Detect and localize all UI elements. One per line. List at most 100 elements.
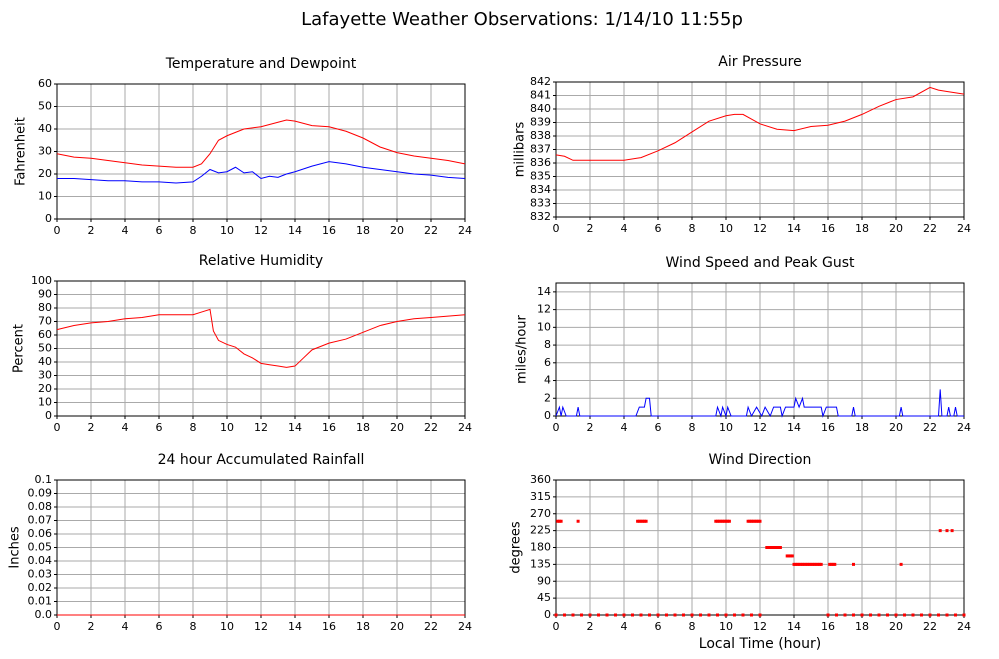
- data-point: [789, 554, 793, 558]
- x-tick-label: 18: [855, 222, 869, 235]
- data-point: [775, 546, 779, 549]
- y-tick-label: 12: [537, 303, 551, 316]
- data-point: [826, 613, 830, 617]
- data-point: [852, 613, 855, 617]
- x-tick-label: 10: [220, 620, 234, 633]
- data-point: [724, 613, 728, 617]
- data-point: [809, 562, 813, 566]
- x-tick-label: 6: [655, 222, 662, 235]
- data-point: [886, 613, 889, 617]
- y-tick-label: 315: [530, 490, 551, 503]
- data-point: [869, 613, 872, 617]
- y-tick-label: 0.06: [28, 527, 53, 540]
- x-tick-label: 20: [390, 421, 404, 434]
- data-point: [768, 546, 772, 549]
- data-point: [767, 546, 770, 549]
- x-tick-label: 6: [156, 620, 163, 633]
- x-tick-label: 20: [889, 222, 903, 235]
- y-tick-label: 0.02: [28, 581, 53, 594]
- x-tick-label: 4: [621, 222, 628, 235]
- data-point: [722, 519, 726, 523]
- y-tick-label: 180: [530, 541, 551, 554]
- data-point: [588, 613, 592, 617]
- x-tick-label: 6: [156, 421, 163, 434]
- y-tick-label: 0: [45, 409, 52, 422]
- panel-title: Wind Speed and Peak Gust: [666, 255, 855, 271]
- x-tick-label: 8: [689, 222, 696, 235]
- x-tick-label: 16: [821, 222, 835, 235]
- data-point: [641, 519, 645, 523]
- y-tick-label: 70: [38, 315, 52, 328]
- data-point: [829, 562, 833, 566]
- data-point: [950, 529, 954, 533]
- x-tick-label: 24: [957, 421, 971, 434]
- data-point: [962, 613, 966, 617]
- data-point: [954, 613, 957, 617]
- data-point: [682, 613, 685, 617]
- x-tick-label: 12: [753, 222, 767, 235]
- data-point: [801, 562, 804, 566]
- data-point: [773, 546, 777, 549]
- y-tick-label: 839: [530, 116, 551, 129]
- data-point: [563, 613, 566, 617]
- y-tick-label: 0: [544, 409, 551, 422]
- data-point: [799, 562, 803, 566]
- x-tick-label: 0: [553, 421, 560, 434]
- y-axis-label: Inches: [8, 526, 23, 568]
- data-point: [806, 562, 810, 566]
- data-point: [807, 562, 811, 566]
- data-point: [726, 519, 730, 523]
- y-tick-label: 14: [537, 285, 551, 298]
- y-tick-label: 835: [530, 170, 551, 183]
- y-tick-label: 833: [530, 197, 551, 210]
- data-point: [690, 613, 694, 617]
- data-point: [819, 562, 823, 566]
- x-tick-label: 12: [753, 421, 767, 434]
- y-tick-label: 842: [530, 75, 551, 88]
- x-tick-label: 14: [787, 222, 801, 235]
- x-tick-label: 4: [621, 421, 628, 434]
- data-point: [758, 519, 762, 523]
- data-point: [622, 613, 626, 617]
- y-tick-label: 20: [38, 382, 52, 395]
- x-tick-label: 2: [587, 222, 594, 235]
- x-tick-label: 0: [553, 222, 560, 235]
- data-point: [554, 613, 558, 617]
- data-point: [753, 519, 757, 523]
- data-point: [576, 519, 580, 523]
- y-tick-label: 135: [530, 557, 551, 570]
- data-point: [699, 613, 702, 617]
- data-point: [644, 519, 648, 523]
- data-point: [938, 529, 942, 533]
- y-tick-label: 0.1: [35, 473, 53, 486]
- x-axis-label: Local Time (hour): [699, 636, 821, 652]
- panel-title: Air Pressure: [718, 54, 801, 70]
- x-tick-label: 12: [254, 421, 268, 434]
- data-point: [557, 519, 561, 523]
- plot-frame: [56, 83, 466, 220]
- x-tick-label: 24: [957, 620, 971, 633]
- data-point: [559, 519, 563, 523]
- y-tick-label: 270: [530, 507, 551, 520]
- x-tick-label: 22: [424, 620, 438, 633]
- x-tick-label: 20: [390, 224, 404, 237]
- data-point: [750, 519, 753, 523]
- data-point: [639, 613, 643, 617]
- data-point: [765, 546, 769, 549]
- x-tick-label: 2: [88, 620, 95, 633]
- y-tick-label: 834: [530, 183, 551, 196]
- data-point: [828, 562, 832, 566]
- data-point: [795, 562, 799, 566]
- data-point: [797, 562, 801, 566]
- data-point: [631, 613, 634, 617]
- data-point: [673, 613, 677, 617]
- data-point: [860, 613, 864, 617]
- y-tick-label: 30: [38, 145, 52, 158]
- x-tick-label: 20: [889, 421, 903, 434]
- x-tick-label: 2: [88, 224, 95, 237]
- data-point: [816, 562, 820, 566]
- data-point: [614, 613, 617, 617]
- y-tick-label: 20: [38, 167, 52, 180]
- data-point: [928, 613, 932, 617]
- data-point: [770, 546, 774, 549]
